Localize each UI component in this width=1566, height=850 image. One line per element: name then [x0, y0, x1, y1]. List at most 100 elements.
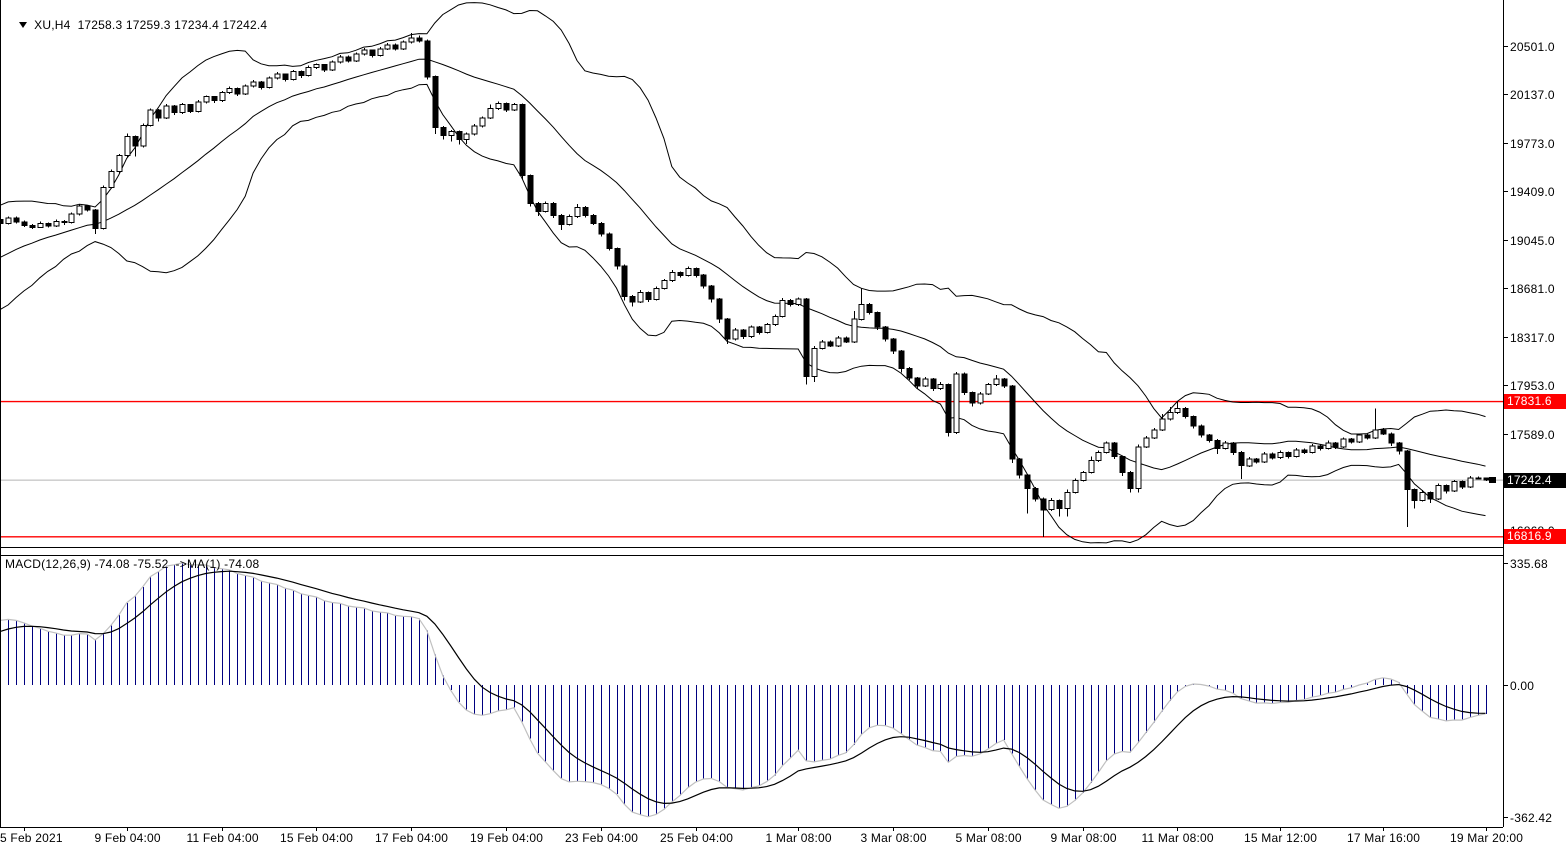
candlestick-bull — [1309, 443, 1316, 454]
candlestick-bull — [179, 103, 186, 114]
candlestick-bear — [1483, 477, 1490, 482]
candlestick-bull — [53, 219, 60, 227]
price-axis-label: 18317.0 — [1510, 330, 1555, 345]
candlestick-bear — [558, 214, 565, 230]
candlestick-bear — [187, 103, 194, 114]
time-axis-label: 3 Mar 08:00 — [860, 831, 927, 845]
time-axis-label: 25 Feb 04:00 — [660, 831, 734, 845]
candlestick-bull — [566, 214, 573, 226]
candlestick-bear — [614, 247, 621, 270]
candlestick-bull — [1064, 489, 1071, 517]
candlestick-bear — [550, 202, 557, 218]
candlestick-bear — [961, 372, 968, 396]
candlestick-bull — [1135, 444, 1142, 493]
candlestick-bear — [1443, 484, 1450, 494]
time-axis-label: 11 Mar 08:00 — [1141, 831, 1214, 845]
candlestick-bear — [0, 218, 4, 225]
bollinger-upper-band — [0, 2, 1486, 435]
candlestick-bear — [13, 216, 20, 224]
candlestick-bull — [1095, 450, 1102, 462]
candlestick-bear — [132, 135, 139, 157]
candlestick-bear — [1253, 458, 1260, 464]
time-axis-label: 15 Feb 04:00 — [280, 831, 354, 845]
candlestick-bull — [795, 297, 802, 306]
candlestick-bear — [1380, 427, 1387, 436]
candlestick-bull — [574, 204, 581, 218]
symbol-period-label: XU,H4 — [34, 18, 71, 32]
candlestick-bull — [779, 298, 786, 318]
candlestick-bull — [203, 95, 210, 104]
candlestick-bull — [448, 130, 455, 142]
header-spacer — [70, 18, 77, 32]
candlestick-bear — [1238, 451, 1245, 480]
candlestick-bull — [669, 269, 676, 282]
candlestick-bear — [906, 366, 913, 381]
candlestick-bull — [353, 52, 360, 62]
candlestick-bull — [1151, 428, 1158, 440]
candlestick-bull — [1451, 480, 1458, 493]
candlestick-bear — [234, 87, 241, 96]
time-axis-label: 9 Feb 04:00 — [94, 831, 161, 845]
candlestick-bull — [653, 286, 660, 301]
time-axis-label: 5 Feb 2021 — [0, 831, 63, 845]
candlestick-bear — [740, 328, 747, 340]
time-axis-label: 1 Mar 08:00 — [765, 831, 832, 845]
candlestick-bear — [756, 326, 763, 335]
candlestick-bear — [1182, 407, 1189, 419]
candlestick-bull — [937, 382, 944, 390]
ohlc-header: XU,H4 17258.3 17259.3 17234.4 17242.4 — [5, 4, 267, 46]
macd-indicator-label: MACD(12,26,9) -74.08 -75.52 ->MA(1) -74.… — [5, 557, 260, 571]
candlestick-bear — [456, 130, 463, 145]
candlestick-bull — [1088, 456, 1095, 474]
time-axis-label: 9 Mar 08:00 — [1050, 831, 1117, 845]
candlestick-bull — [266, 76, 273, 89]
candlestick-bear — [1459, 480, 1466, 490]
candlestick-bear — [440, 125, 447, 140]
candlestick-bear — [1024, 474, 1031, 514]
candlestick-bull — [764, 322, 771, 334]
price-axis-label: 17589.0 — [1510, 427, 1555, 442]
candlestick-bull — [100, 185, 107, 230]
candlestick-bull — [124, 133, 131, 157]
candlestick-bull — [37, 221, 44, 229]
candlestick-bear — [803, 297, 810, 385]
candlestick-bear — [677, 271, 684, 278]
candlestick-bear — [92, 209, 99, 234]
candlestick-bear — [1427, 491, 1434, 504]
candlestick-bear — [345, 55, 352, 63]
candlestick-bull — [922, 377, 929, 388]
time-axis-label: 11 Feb 04:00 — [186, 831, 259, 845]
candlestick-bull — [819, 339, 826, 350]
candlestick-bull — [1048, 498, 1055, 512]
candlestick-bear — [1388, 432, 1395, 446]
candlestick-bull — [463, 132, 470, 144]
candlestick-bull — [76, 204, 83, 216]
candlestick-bear — [708, 284, 715, 303]
candlestick-bear — [527, 174, 534, 207]
candlestick-bull — [685, 266, 692, 277]
candlestick-bull — [1261, 452, 1268, 463]
macd-signal-line — [0, 570, 1486, 805]
dropdown-triangle-icon[interactable] — [19, 22, 28, 29]
candlestick-bear — [582, 206, 589, 218]
candlestick-bear — [827, 340, 834, 348]
candlestick-bull — [305, 65, 312, 77]
candlestick-bear — [1040, 497, 1047, 537]
candlestick-bear — [1009, 384, 1016, 464]
candlestick-bull — [772, 314, 779, 326]
candlestick-bear — [21, 220, 28, 228]
time-axis-label: 15 Mar 12:00 — [1244, 831, 1318, 845]
current-price-marker — [1489, 477, 1496, 483]
candlestick-bull — [1246, 457, 1253, 467]
candlestick-bull — [748, 325, 755, 338]
candlestick-bull — [1356, 433, 1363, 443]
candlestick-bull — [1159, 413, 1166, 431]
candlestick-bear — [1230, 442, 1237, 455]
candlestick-bear — [1016, 457, 1023, 479]
time-axis-label: 19 Mar 20:00 — [1450, 831, 1524, 845]
candlestick-bear — [724, 318, 731, 344]
candlestick-bull — [377, 47, 384, 57]
current-price-badge: 17242.4 — [1504, 472, 1566, 488]
candlestick-bear — [61, 220, 68, 225]
